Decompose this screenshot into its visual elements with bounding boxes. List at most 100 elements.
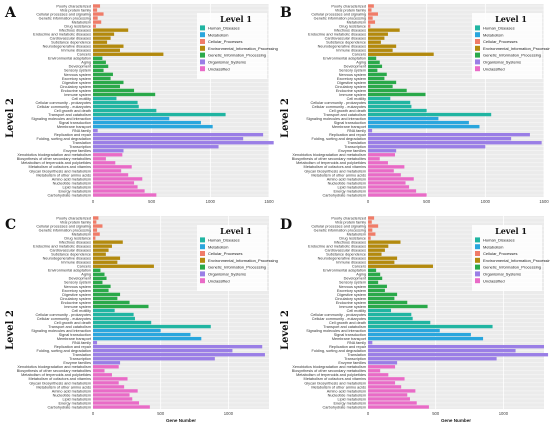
category-label: Metabolism of cofactors and vitamins: [304, 377, 367, 381]
bar-rna-family: [368, 340, 373, 345]
bar-cell-growth-and-death: [368, 320, 431, 325]
bar-translation: [93, 141, 274, 145]
bar-endocrine-and-metabolic-diseases: [93, 244, 112, 248]
bar-infectious-diseases: [368, 240, 401, 244]
category-label: Replication and repair: [54, 345, 92, 349]
bar-folding-sorting-and-degradation: [368, 349, 516, 353]
bar-enzyme-families: [93, 361, 121, 365]
category-label: Cellular processes and signaling: [36, 224, 91, 228]
category-label: Biosynthesis of other secondary metaboli…: [292, 157, 366, 161]
bar-cell-motility: [93, 96, 117, 101]
bar-translation: [368, 141, 542, 145]
bar-nervous-system: [93, 72, 113, 77]
category-label: Substance dependence: [51, 253, 91, 257]
bar-endocrine-and-metabolic-diseases: [368, 244, 389, 248]
bar-lipid-metabolism: [93, 185, 138, 189]
category-label: Carbohydrate metabolism: [323, 193, 366, 197]
bar-energy-metabolism: [93, 401, 140, 405]
category-label: Cell growth and death: [329, 109, 366, 113]
category-label: Nucleotide metabolism: [328, 393, 366, 397]
legend-label: Cellular_Processes: [208, 39, 242, 44]
bar-development: [368, 64, 383, 69]
legend-swatch: [200, 244, 205, 250]
bar-metabolism-of-cofactors-and-vitamins: [93, 165, 132, 169]
category-label: Membrane transport: [57, 125, 92, 129]
legend-label: Unclassified: [483, 66, 505, 71]
y-axis-title: Level 2: [5, 310, 16, 350]
x-axis-title: Gene Number: [441, 418, 471, 423]
category-label: Substance dependence: [51, 41, 91, 45]
bar-excretory-system: [368, 76, 385, 81]
category-label: Metabolism of terpenoids and polyketides: [296, 373, 366, 377]
bar-cellular-community-eukaryotes: [93, 316, 135, 321]
category-label: Viral protein family: [60, 8, 91, 12]
category-label: Energy metabolism: [334, 189, 367, 193]
category-label: Digestive system: [337, 81, 366, 85]
bar-circulatory-system: [368, 296, 395, 301]
bar-glycan-biosynthesis-and-metabolism: [93, 381, 119, 385]
category-label: Metabolism of terpenoids and polyketides: [296, 161, 366, 165]
bar-immune-diseases: [93, 48, 120, 52]
category-label: RNA family: [72, 129, 91, 133]
bar-endocrine-system: [93, 300, 130, 305]
category-label: Cardiovascular diseases: [325, 249, 366, 253]
legend-label: Environmental_Information_Processing: [483, 258, 550, 263]
category-label: Excretory system: [337, 289, 366, 293]
bar-digestive-system: [368, 292, 398, 297]
x-tick-label: 1500: [539, 199, 549, 204]
category-label: Sensory system: [64, 69, 91, 73]
bar-substance-dependence: [93, 252, 106, 256]
bar-membrane-transport: [93, 336, 202, 341]
category-label: Infectious diseases: [59, 29, 91, 33]
category-label: Endocrine and metabolic diseases: [308, 33, 366, 37]
legend-title: Level 1: [220, 226, 252, 236]
bar-metabolism-of-cofactors-and-vitamins: [368, 377, 405, 381]
category-label: Cellular community - prokaryotes: [36, 313, 92, 317]
category-label: Translation: [347, 141, 366, 145]
category-label: Substance dependence: [326, 41, 366, 45]
legend-label: Environmental_Information_Processing: [208, 46, 278, 51]
category-label: Immune system: [64, 305, 91, 309]
category-label: Poorly characterized: [331, 216, 366, 220]
legend-swatch: [475, 59, 480, 65]
legend-label: Organismal_Systems: [483, 272, 521, 277]
bar-cell-growth-and-death: [93, 320, 152, 325]
bar-nervous-system: [368, 284, 387, 289]
category-label: Replication and repair: [329, 345, 367, 349]
category-label: Glycan biosynthesis and metabolism: [29, 169, 91, 173]
legend-label: Human_Diseases: [208, 26, 240, 31]
bar-transcription: [368, 145, 486, 149]
panel-d: D Level 2 0 500 1000 Poorly characterizedVira…: [280, 216, 550, 423]
category-label: Nervous system: [64, 285, 91, 289]
category-label: Poorly characterized: [56, 4, 91, 8]
category-label: Endocrine and metabolic diseases: [33, 245, 91, 249]
legend-swatch: [475, 25, 480, 31]
category-label: Immune diseases: [336, 49, 366, 53]
category-label: Infectious diseases: [334, 29, 366, 33]
legend-swatch: [475, 66, 480, 72]
legend-label: Metabolism: [483, 244, 504, 249]
category-label: Carbohydrate metabolism: [323, 405, 366, 409]
category-label: Cellular community - eukaryotes: [312, 105, 366, 109]
bar-digestive-system: [368, 80, 397, 85]
bar-enzyme-families: [368, 149, 397, 153]
bar-metabolism: [368, 232, 376, 236]
bar-drug-resistance: [368, 24, 371, 28]
bar-enzyme-families: [368, 361, 398, 365]
bar-rna-family: [368, 128, 373, 133]
y-axis-title: Level 2: [280, 310, 291, 350]
category-label: Genetic information processing: [314, 228, 366, 232]
category-label: Energy metabolism: [59, 189, 92, 193]
legend-label: Unclassified: [483, 278, 505, 283]
panel-a: A Level 2 0 500 1000 1500 Poorly characterized…: [4, 4, 278, 204]
legend-swatch: [475, 52, 480, 58]
legend-label: Genetic_Information_Processing: [208, 265, 266, 270]
bar-cellular-processes-and-signaling: [368, 224, 379, 228]
bar-immune-diseases: [93, 260, 118, 264]
category-label: Immune system: [64, 93, 91, 97]
bar-sensory-system: [368, 68, 378, 73]
bar-membrane-transport: [368, 336, 484, 341]
category-label: Glycan biosynthesis and metabolism: [29, 381, 91, 385]
category-label: Circulatory system: [335, 85, 366, 89]
legend-background: [472, 13, 542, 79]
